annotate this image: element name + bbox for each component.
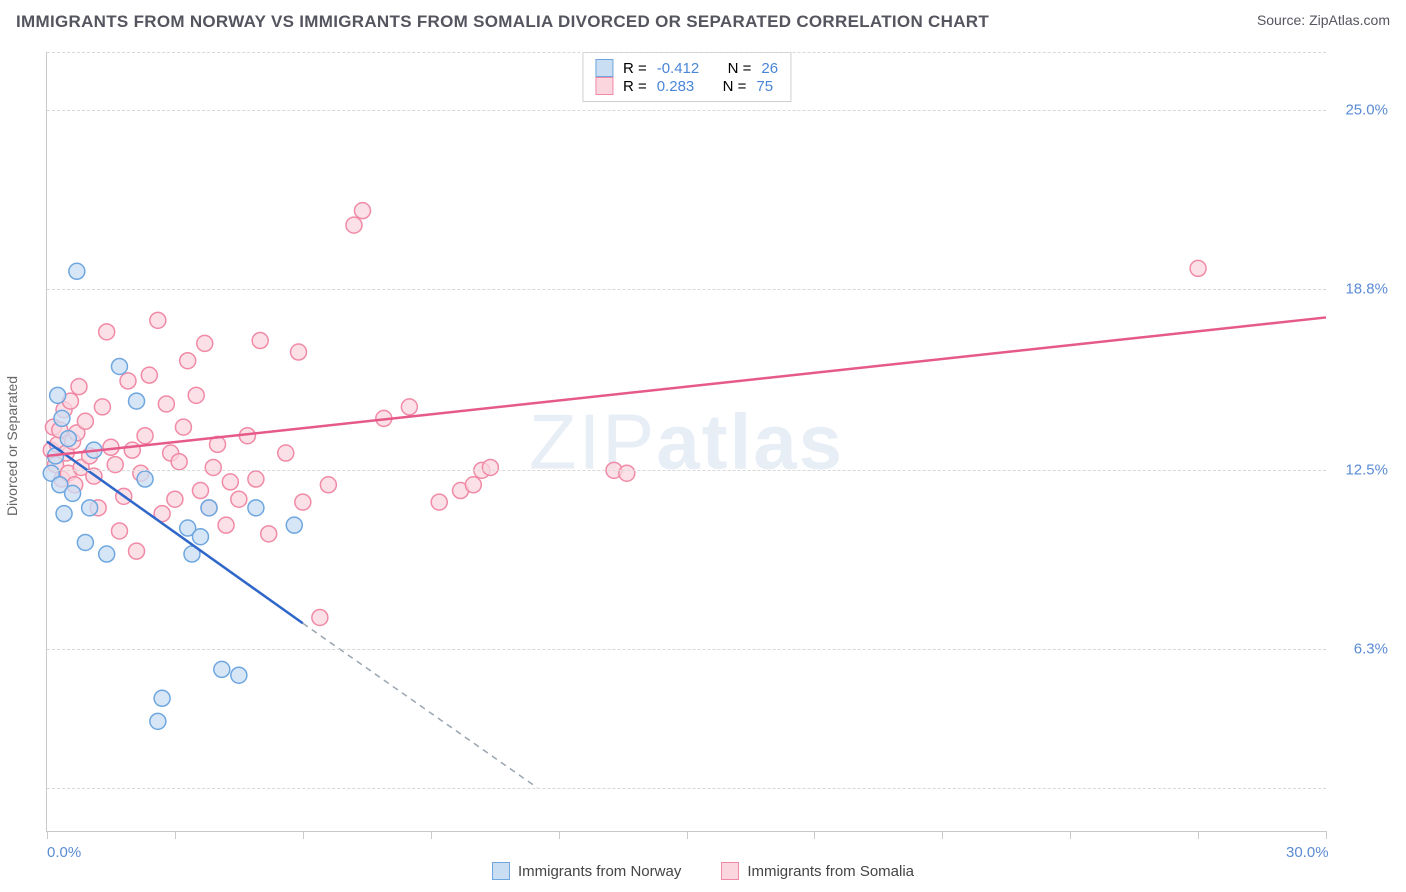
legend-label-norway: Immigrants from Norway (518, 863, 681, 880)
r-label: R = (623, 78, 647, 95)
r-value-somalia: 0.283 (657, 78, 695, 95)
y-tick-label: 25.0% (1345, 101, 1388, 118)
correlation-legend: R = -0.412 N = 26 R = 0.283 N = 75 (582, 52, 791, 102)
series-legend: Immigrants from Norway Immigrants from S… (0, 862, 1406, 880)
n-value-norway: 26 (761, 60, 778, 77)
n-label: N = (723, 78, 747, 95)
y-axis-title: Divorced or Separated (4, 376, 20, 516)
legend-item-norway: Immigrants from Norway (492, 862, 681, 880)
r-label: R = (623, 60, 647, 77)
swatch-norway (595, 59, 613, 77)
source-label: Source: ZipAtlas.com (1257, 12, 1390, 28)
y-tick-label: 6.3% (1354, 641, 1388, 658)
scatter-chart: ZIPatlas R = -0.412 N = 26 R = 0.283 N =… (46, 52, 1326, 832)
chart-title: IMMIGRANTS FROM NORWAY VS IMMIGRANTS FRO… (16, 12, 989, 32)
swatch-norway-icon (492, 862, 510, 880)
y-tick-label: 18.8% (1345, 280, 1388, 297)
n-value-somalia: 75 (756, 78, 773, 95)
swatch-somalia (595, 77, 613, 95)
plot-svg (47, 52, 1326, 831)
x-tick-label: 30.0% (1286, 844, 1329, 861)
legend-label-somalia: Immigrants from Somalia (747, 863, 914, 880)
swatch-somalia-icon (721, 862, 739, 880)
y-tick-label: 12.5% (1345, 462, 1388, 479)
n-label: N = (728, 60, 752, 77)
x-tick-label: 0.0% (47, 844, 81, 861)
r-value-norway: -0.412 (657, 60, 700, 77)
legend-item-somalia: Immigrants from Somalia (721, 862, 914, 880)
